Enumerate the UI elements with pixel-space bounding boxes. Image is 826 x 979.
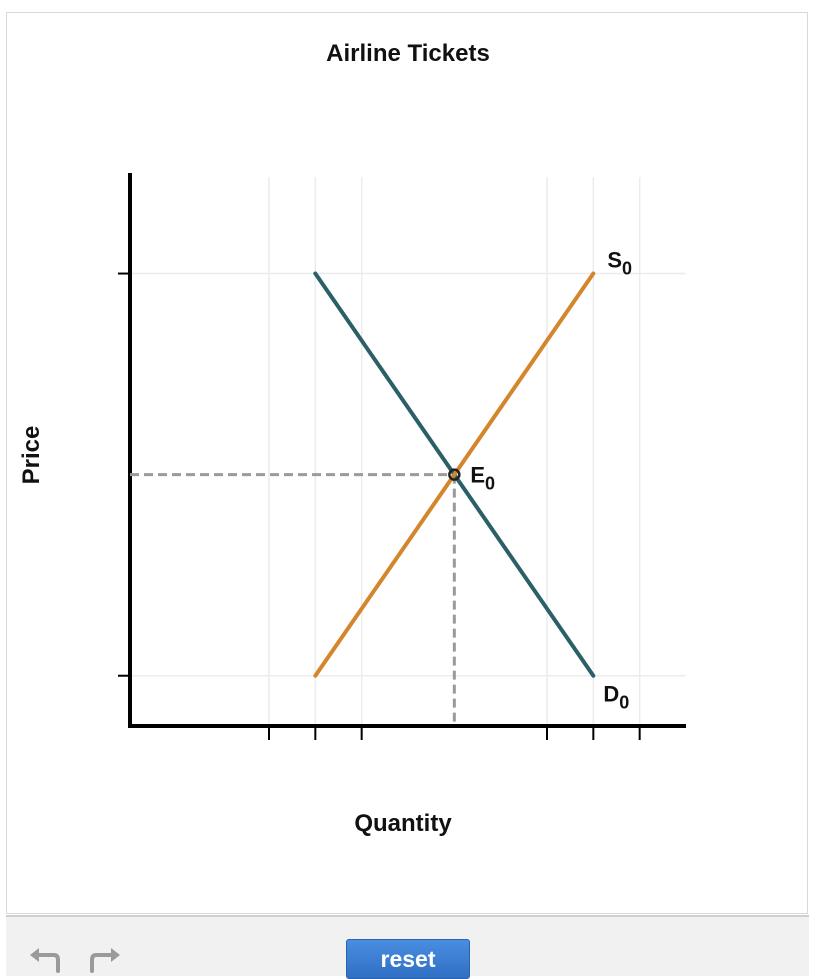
redo-button[interactable] bbox=[88, 945, 124, 975]
demand-label: D0 bbox=[603, 682, 629, 713]
x-axis-label: Quantity bbox=[354, 810, 452, 837]
chart-plot-area: S0 D0 E0 bbox=[118, 173, 686, 740]
equilibrium-point bbox=[448, 468, 461, 481]
toolbar: reset bbox=[6, 915, 809, 979]
reset-button[interactable]: reset bbox=[346, 939, 470, 979]
supply-label: S0 bbox=[607, 248, 632, 279]
chart-title: Airline Tickets bbox=[326, 40, 490, 67]
undo-button[interactable] bbox=[26, 945, 62, 975]
redo-icon bbox=[90, 948, 120, 973]
curve-s0 bbox=[313, 271, 596, 678]
equilibrium-label: E0 bbox=[470, 463, 495, 494]
undo-icon bbox=[30, 948, 60, 973]
graph-panel bbox=[6, 12, 808, 914]
